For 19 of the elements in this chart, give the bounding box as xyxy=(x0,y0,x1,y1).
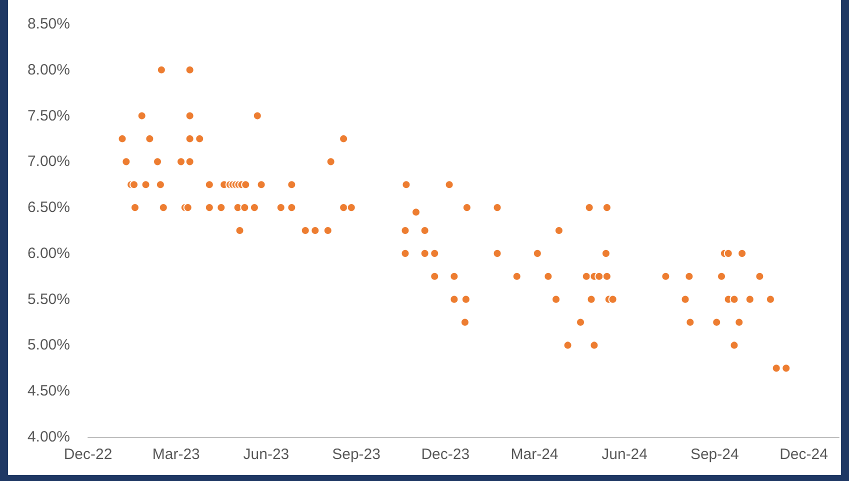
y-tick-label: 6.00% xyxy=(27,244,70,262)
y-tick-label: 5.50% xyxy=(27,290,70,308)
x-tick-label: Sep-24 xyxy=(690,446,739,463)
y-tick-label: 4.00% xyxy=(27,428,70,446)
x-tick-label: Jun-23 xyxy=(243,446,290,463)
y-tick-label: 6.50% xyxy=(27,199,70,216)
y-tick-label: 8.50% xyxy=(27,16,70,32)
x-tick-label: Dec-23 xyxy=(421,446,470,463)
x-tick-label: Mar-23 xyxy=(152,446,200,463)
x-tick-label: Dec-24 xyxy=(780,446,828,463)
y-tick-label: 7.50% xyxy=(27,107,70,124)
y-tick-label: 5.00% xyxy=(27,336,70,354)
y-tick-label: 7.00% xyxy=(27,153,70,170)
y-tick-label: 4.50% xyxy=(27,382,70,400)
x-tick-label: Mar-24 xyxy=(510,446,558,463)
y-tick-label: 8.00% xyxy=(27,61,70,78)
x-tick-label: Dec-22 xyxy=(64,446,112,463)
x-tick-label: Jun-24 xyxy=(602,446,648,463)
x-tick-label: Sep-23 xyxy=(332,446,380,463)
